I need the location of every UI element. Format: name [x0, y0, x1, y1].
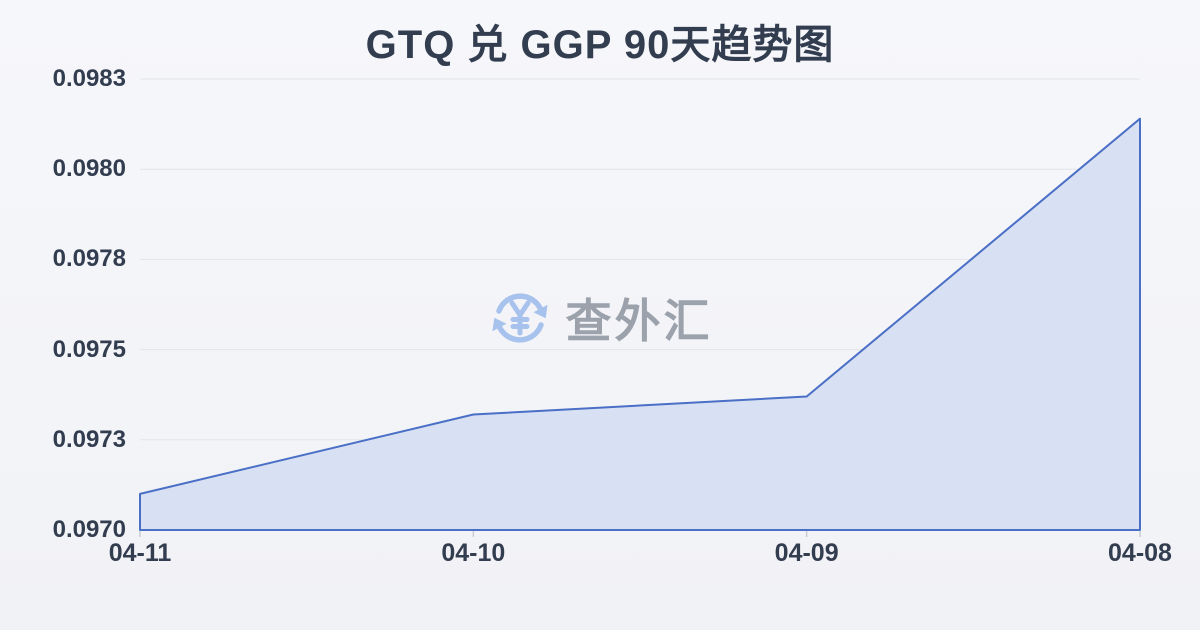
x-axis-label: 04-08: [1108, 539, 1172, 567]
area-series: [139, 117, 1141, 531]
x-axis-label: 04-10: [441, 539, 506, 567]
x-axis-label: 04-11: [108, 539, 172, 567]
x-axis-label: 04-09: [774, 539, 839, 567]
chart-title: GTQ 兑 GGP 90天趋势图: [365, 23, 835, 67]
y-axis-label: 0.0973: [52, 425, 126, 453]
y-axis-label: 0.0970: [52, 516, 126, 543]
x-axis-ticks: [139, 531, 1141, 537]
y-axis-label: 0.0978: [52, 245, 126, 273]
y-axis-label: 0.0975: [52, 335, 126, 363]
y-axis-label: 0.0980: [52, 155, 126, 183]
y-axis-label: 0.0983: [52, 65, 126, 92]
